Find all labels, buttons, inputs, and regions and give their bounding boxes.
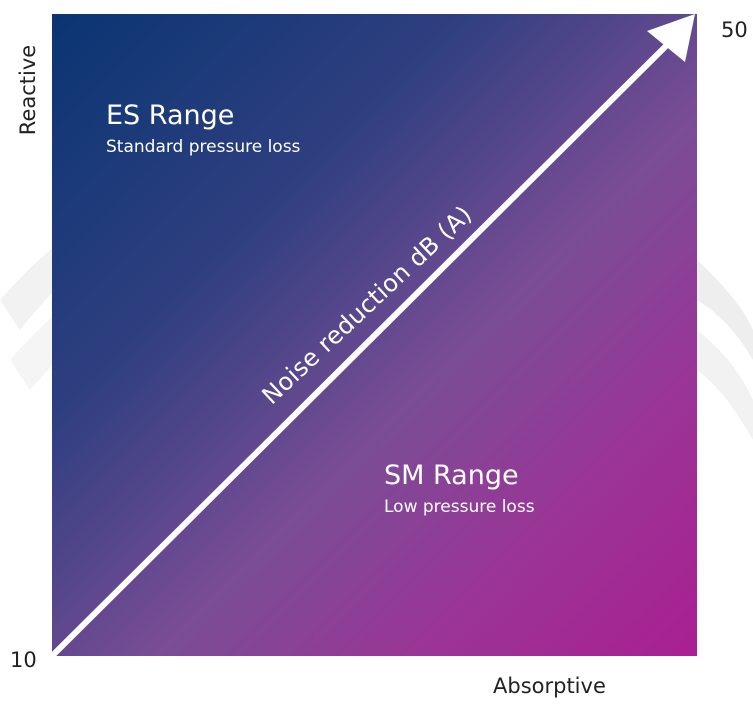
es-range-title: ES Range bbox=[106, 100, 235, 131]
sm-range-zone: SM Range Low pressure loss bbox=[384, 460, 535, 518]
arrow-head-icon bbox=[647, 14, 695, 62]
scale-min-label: 10 bbox=[10, 648, 37, 672]
es-range-subtitle: Standard pressure loss bbox=[106, 137, 301, 157]
sm-range-subtitle: Low pressure loss bbox=[384, 497, 535, 517]
y-axis-label: Reactive bbox=[16, 44, 40, 136]
scale-max-label: 50 bbox=[721, 18, 748, 42]
sm-range-title: SM Range bbox=[384, 460, 519, 491]
arrow-shaft bbox=[49, 37, 675, 659]
es-range-zone: ES Range Standard pressure loss bbox=[106, 100, 300, 158]
x-axis-label: Absorptive bbox=[493, 674, 606, 698]
